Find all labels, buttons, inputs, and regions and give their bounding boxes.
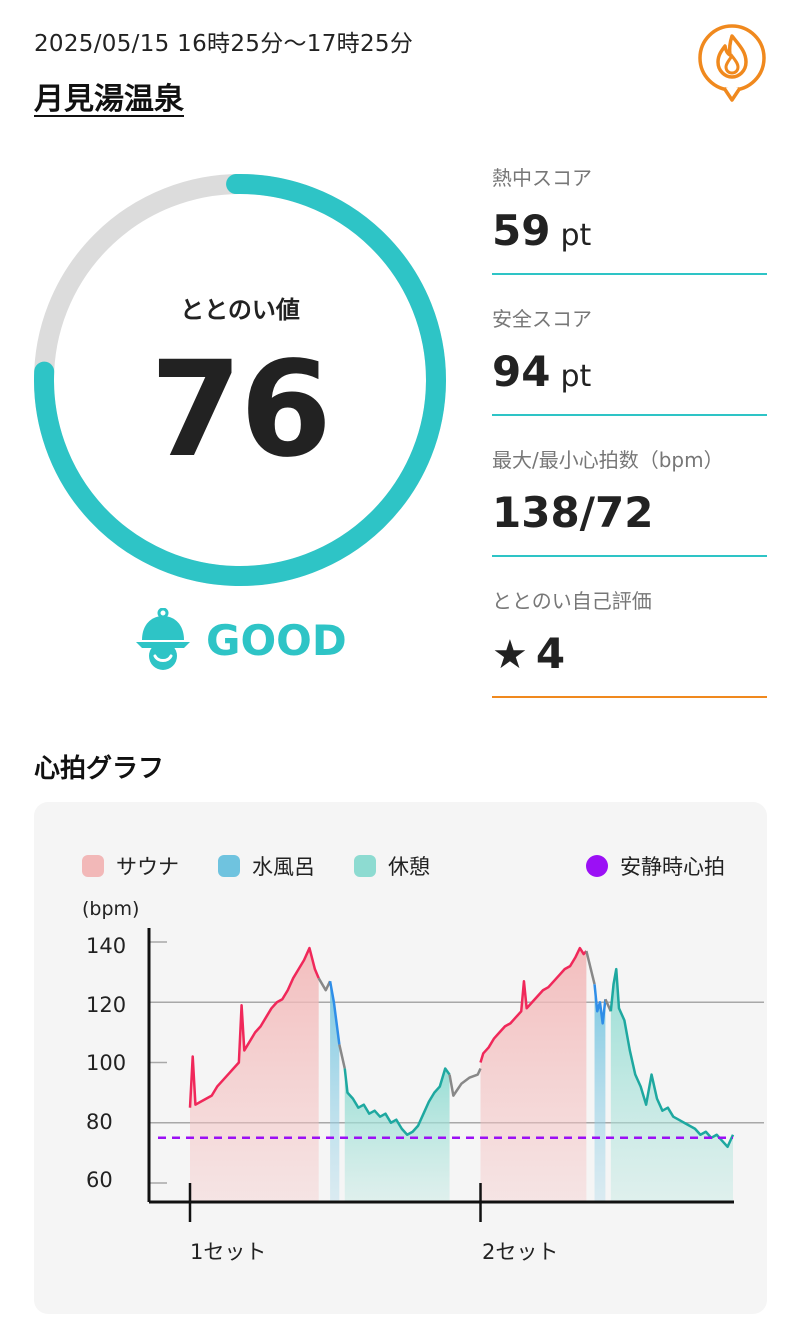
sauna-segment-line: [188, 946, 320, 1108]
resting-hr-swatch: [586, 855, 608, 877]
score-value: 76: [150, 333, 332, 487]
sauna-segment-area: [480, 948, 587, 1202]
cold-bath-segment-area: [330, 981, 340, 1202]
legend-sauna-label: サウナ: [116, 855, 179, 879]
transition-segment-line: [585, 950, 596, 985]
sauna-hat-face-icon: [136, 608, 190, 670]
safety-score-value: 94: [492, 347, 551, 396]
status-indicator: GOOD: [134, 605, 347, 675]
rest-swatch: [354, 855, 376, 877]
metric-divider: [492, 696, 767, 698]
heat-score-metric: 熱中スコア 59 pt: [492, 162, 767, 275]
totonoi-score-ring: [34, 174, 446, 586]
heart-rate-value-row: 138/72: [492, 489, 767, 541]
x-tick-label: 1セット: [190, 1240, 267, 1264]
safety-score-metric: 安全スコア 94 pt: [492, 303, 767, 416]
rest-segment-area: [610, 969, 733, 1202]
self-rating-value: 4: [535, 629, 566, 678]
y-tick-label: 120: [86, 993, 127, 1017]
transition-segment-line: [448, 1068, 482, 1097]
legend-cold-bath: 水風呂: [218, 851, 315, 881]
heat-score-label: 熱中スコア: [492, 166, 592, 190]
cold-bath-segment-line: [593, 984, 607, 1025]
sauna-segment-line: [479, 946, 588, 1063]
legend-cold-bath-label: 水風呂: [252, 855, 315, 879]
heat-score-unit: pt: [560, 218, 592, 253]
transition-segment-line: [317, 977, 332, 992]
metric-divider: [492, 414, 767, 416]
score-label: ととのい値: [180, 296, 300, 324]
heart-rate-metric: 最大/最小心拍数（bpm） 138/72: [492, 444, 767, 557]
legend-sauna: サウナ: [82, 851, 179, 881]
sauna-segment-area: [190, 948, 319, 1202]
heat-score-value: 59: [492, 206, 551, 255]
status-text: GOOD: [206, 615, 347, 665]
legend-resting-hr: 安静時心拍: [586, 851, 725, 881]
legend-resting-hr-label: 安静時心拍: [620, 855, 725, 879]
y-tick-label: 140: [86, 934, 127, 958]
cold-bath-swatch: [218, 855, 240, 877]
heart-graph-title: 心拍グラフ: [34, 754, 165, 784]
y-tick-label: 60: [86, 1168, 113, 1192]
safety-score-value-row: 94 pt: [492, 348, 767, 400]
x-tick-label: 2セット: [482, 1240, 559, 1264]
heart-graph-card: [34, 802, 767, 1314]
safety-score-label: 安全スコア: [492, 307, 592, 331]
heat-score-value-row: 59 pt: [492, 207, 767, 259]
legend-rest: 休憩: [354, 851, 430, 881]
self-rating-metric[interactable]: ととのい自己評価 ★ 4: [492, 585, 767, 698]
cold-bath-segment-line: [328, 980, 341, 1045]
self-rating-label: ととのい自己評価: [492, 589, 652, 613]
transition-segment-line: [338, 1044, 346, 1069]
self-rating-value-row[interactable]: ★ 4: [492, 630, 767, 682]
facility-name-link[interactable]: 月見湯温泉: [34, 82, 184, 117]
score-progress-arc: [34, 174, 446, 586]
rest-segment-line: [343, 1067, 451, 1137]
y-axis-unit: (bpm): [82, 898, 140, 920]
star-icon: ★: [492, 632, 528, 678]
rest-segment-area: [344, 1068, 450, 1202]
metric-divider: [492, 555, 767, 557]
heart-rate-label: 最大/最小心拍数（bpm）: [492, 448, 724, 472]
y-tick-label: 100: [86, 1051, 127, 1075]
session-datetime: 2025/05/15 16時25分〜17時25分: [34, 31, 414, 57]
sauna-swatch: [82, 855, 104, 877]
y-tick-label: 80: [86, 1110, 113, 1134]
metric-divider: [492, 273, 767, 275]
flame-pin-icon[interactable]: [694, 22, 770, 106]
safety-score-unit: pt: [560, 359, 592, 394]
heart-rate-value: 138/72: [492, 488, 654, 537]
cold-bath-segment-area: [594, 984, 606, 1202]
legend-rest-label: 休憩: [388, 855, 430, 879]
